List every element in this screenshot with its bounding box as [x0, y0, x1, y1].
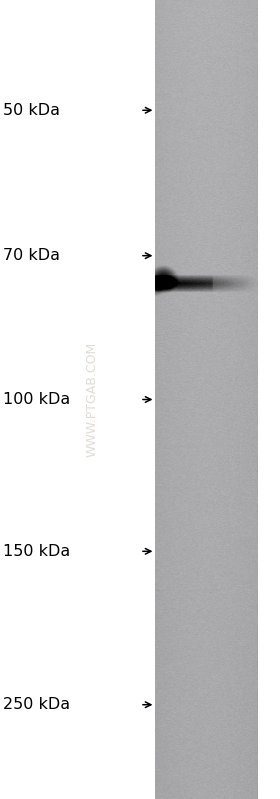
- Text: 250 kDa: 250 kDa: [3, 698, 70, 712]
- Text: 100 kDa: 100 kDa: [3, 392, 70, 407]
- Text: 50 kDa: 50 kDa: [3, 103, 60, 117]
- Text: WWW.PTGAB.COM: WWW.PTGAB.COM: [86, 342, 99, 457]
- Text: 150 kDa: 150 kDa: [3, 544, 70, 559]
- Text: 70 kDa: 70 kDa: [3, 248, 60, 263]
